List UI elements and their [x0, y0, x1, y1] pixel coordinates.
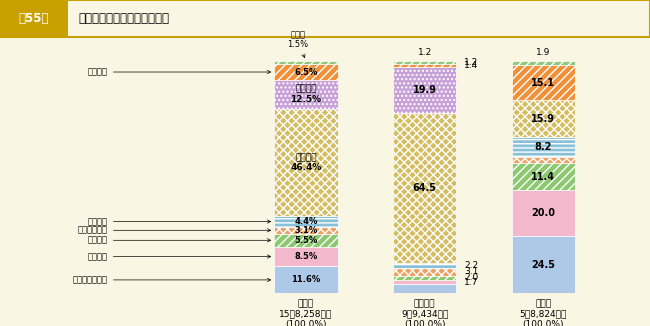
Text: 3.1: 3.1: [464, 267, 478, 276]
Bar: [512, 66, 575, 100]
Bar: [274, 216, 337, 227]
Text: 土木関係: 土木関係: [88, 217, 270, 226]
Text: 6.5%: 6.5%: [294, 67, 318, 77]
Bar: [274, 109, 337, 216]
Bar: [393, 280, 456, 284]
Bar: [274, 247, 337, 266]
Text: 1.7: 1.7: [464, 278, 478, 287]
Bar: [393, 284, 456, 293]
Bar: [512, 163, 575, 190]
Text: その他
1.5%: その他 1.5%: [287, 30, 309, 58]
Text: 4.4%: 4.4%: [294, 217, 318, 226]
Text: 3.1%: 3.1%: [294, 226, 317, 235]
Bar: [274, 80, 337, 109]
Bar: [512, 138, 575, 156]
Text: 11.6%: 11.6%: [291, 275, 320, 284]
Bar: [393, 67, 456, 113]
Text: 職員給の部門別構成比の状況: 職員給の部門別構成比の状況: [78, 12, 169, 25]
Text: 24.5: 24.5: [532, 260, 555, 270]
Text: 農林水産関係: 農林水産関係: [78, 226, 270, 235]
Bar: [274, 61, 337, 65]
Bar: [0, 0, 68, 37]
Text: 第55図: 第55図: [19, 12, 49, 25]
Bar: [393, 113, 456, 263]
Text: 1.2: 1.2: [464, 58, 478, 67]
Bar: [274, 266, 337, 293]
Text: 議会・総務関係: 議会・総務関係: [73, 275, 270, 284]
Bar: [512, 100, 575, 138]
Text: 20.0: 20.0: [532, 208, 555, 218]
Bar: [274, 234, 337, 247]
Text: 2.0: 2.0: [464, 273, 478, 282]
Text: 15.1: 15.1: [532, 78, 555, 88]
Text: 11.4: 11.4: [532, 172, 555, 182]
Bar: [512, 156, 575, 163]
Bar: [512, 190, 575, 236]
Bar: [393, 275, 456, 280]
Text: 2.2: 2.2: [464, 261, 478, 270]
Bar: [274, 227, 337, 234]
Text: 8.5%: 8.5%: [294, 252, 317, 261]
Text: 15.9: 15.9: [532, 114, 555, 124]
Text: 64.5: 64.5: [413, 183, 437, 193]
Bar: [393, 263, 456, 268]
Text: 1.9: 1.9: [536, 49, 551, 57]
Bar: [512, 61, 575, 66]
Bar: [393, 64, 456, 67]
Text: 5.5%: 5.5%: [294, 236, 318, 245]
Text: 消防関係: 消防関係: [88, 67, 270, 77]
Text: 衛生関係: 衛生関係: [88, 236, 270, 245]
Text: 教育関係
46.4%: 教育関係 46.4%: [290, 153, 322, 172]
Text: 8.2: 8.2: [535, 142, 552, 152]
Text: 1.2: 1.2: [417, 49, 432, 57]
Bar: [274, 65, 337, 80]
Bar: [393, 61, 456, 64]
Bar: [512, 236, 575, 293]
Text: 民生関係: 民生関係: [88, 252, 270, 261]
Text: 警察関係
12.5%: 警察関係 12.5%: [291, 84, 321, 104]
Bar: [393, 268, 456, 275]
Text: 19.9: 19.9: [413, 85, 437, 95]
Text: 1.4: 1.4: [464, 61, 478, 70]
